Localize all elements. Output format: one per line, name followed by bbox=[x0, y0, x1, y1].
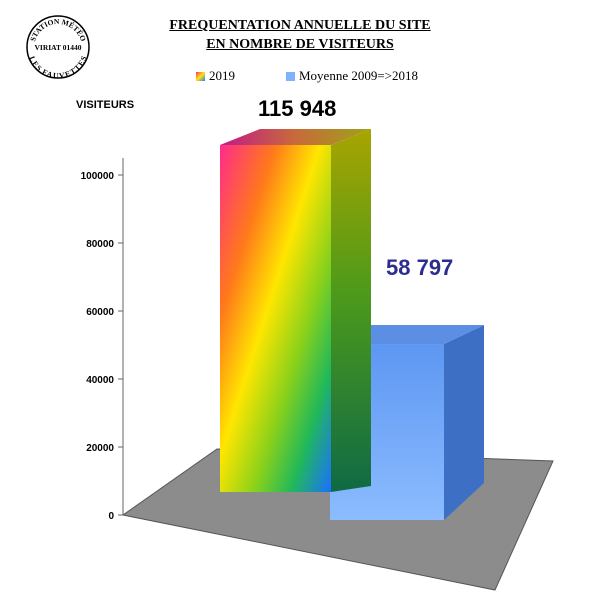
chart-title-line1: FREQUENTATION ANNUELLE DU SITE bbox=[169, 18, 431, 33]
logo-middle-text: VIRIAT 01440 bbox=[34, 43, 81, 52]
legend-label-2019: 2019 bbox=[209, 68, 235, 83]
y-tick-label: 80000 bbox=[86, 239, 114, 250]
data-label-2019: 115 948 bbox=[258, 96, 337, 121]
y-axis-label: VISITEURS bbox=[76, 99, 135, 111]
bar-2019 bbox=[220, 129, 371, 492]
chart-title-line2: EN NOMBRE DE VISITEURS bbox=[206, 37, 394, 52]
y-tick-label: 60000 bbox=[86, 307, 114, 318]
y-tick-label: 40000 bbox=[86, 375, 114, 386]
legend-item-2019: 2019 bbox=[196, 68, 235, 84]
data-label-average: 58 797 bbox=[386, 255, 454, 280]
y-tick-label: 100000 bbox=[81, 171, 115, 182]
legend-swatch-2019 bbox=[196, 71, 205, 81]
bar-2019-front bbox=[220, 145, 331, 492]
station-logo: STATION MÉTÉO VIRIAT 01440 LES FAUVETTES bbox=[26, 15, 90, 80]
bar-2019-top bbox=[220, 129, 371, 145]
legend-label-average: Moyenne 2009=>2018 bbox=[299, 68, 419, 83]
bar-2019-side bbox=[331, 129, 371, 492]
y-tick-label: 0 bbox=[108, 511, 114, 522]
y-tick-label: 20000 bbox=[86, 443, 114, 454]
bar-average-side bbox=[444, 325, 484, 520]
legend-item-average: Moyenne 2009=>2018 bbox=[286, 68, 418, 84]
legend-swatch-average bbox=[286, 71, 295, 81]
